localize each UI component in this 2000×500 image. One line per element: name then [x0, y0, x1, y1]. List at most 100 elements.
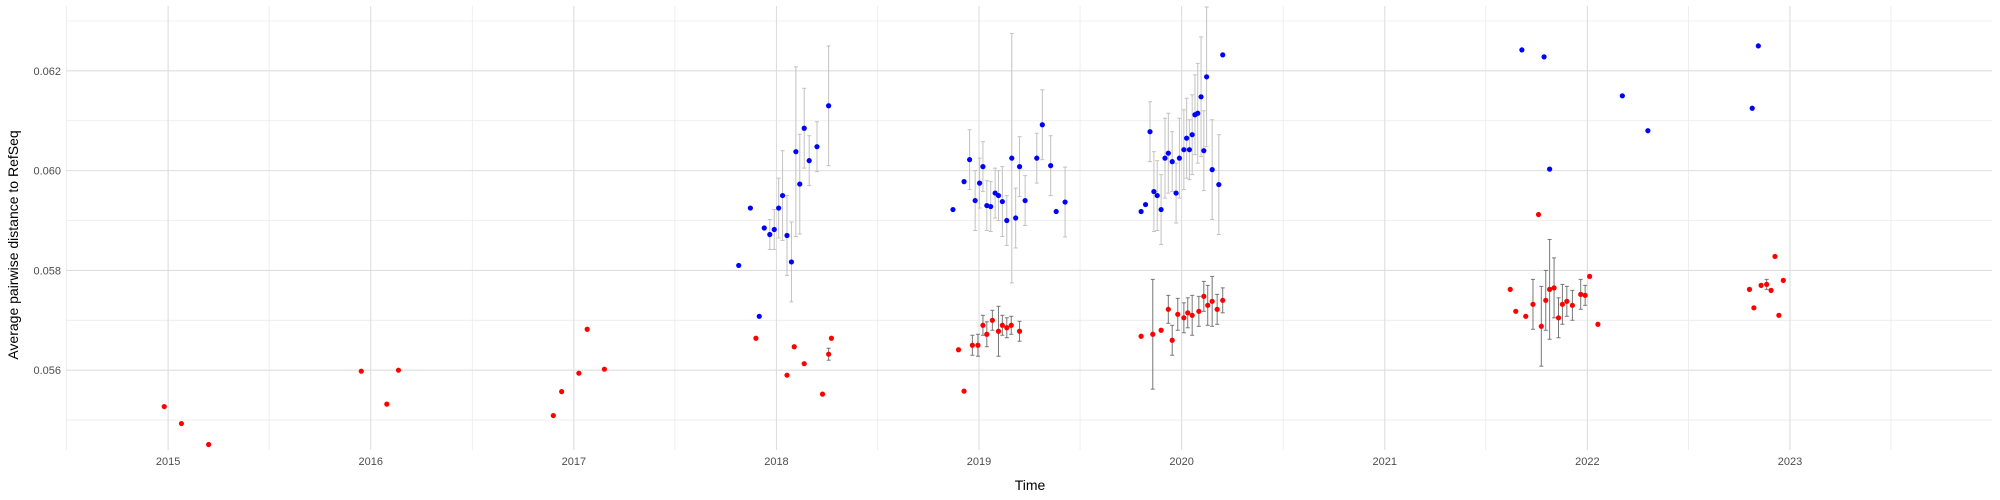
data-point [1039, 122, 1045, 128]
data-point [967, 157, 973, 163]
data-point [1746, 286, 1753, 292]
data-point [601, 366, 607, 372]
data-point [1004, 325, 1010, 331]
data-point [1547, 166, 1553, 172]
data-point [999, 198, 1005, 205]
x-tick-label: 2017 [562, 456, 586, 468]
data-point [995, 192, 1002, 199]
data-point [1016, 164, 1023, 170]
data-point [1595, 321, 1601, 327]
data-point [1158, 327, 1164, 333]
data-point [1195, 110, 1201, 116]
data-point [767, 231, 773, 238]
data-point [977, 180, 983, 186]
data-point [1214, 306, 1220, 312]
data-point [1530, 301, 1536, 307]
data-point [1016, 328, 1023, 334]
data-point [1535, 211, 1542, 218]
grid [66, 6, 1992, 450]
data-point [1181, 315, 1187, 321]
tick-labels: 2015 2016 2017 2018 2019 2020 2021 2022 2023 0.05… [33, 66, 1802, 468]
data-point [814, 144, 820, 150]
data-point [955, 347, 962, 353]
data-point [961, 179, 967, 185]
data-point [1780, 277, 1786, 283]
y-tick-label: 0.058 [33, 265, 61, 277]
data-point [1138, 333, 1144, 339]
data-point [1169, 159, 1175, 165]
data-point [358, 368, 364, 374]
data-point [1184, 135, 1190, 141]
data-point [1176, 155, 1183, 161]
data-point [1175, 311, 1181, 317]
data-point [788, 259, 795, 265]
data-point [1619, 93, 1625, 99]
data-point [584, 326, 590, 332]
data-point [1053, 208, 1059, 215]
data-point [1201, 148, 1207, 154]
data-point [975, 342, 981, 348]
data-point [999, 322, 1005, 328]
data-point [1004, 217, 1010, 224]
data-point [1751, 305, 1757, 311]
data-point [1645, 128, 1651, 134]
data-point [776, 205, 782, 211]
data-point [806, 158, 812, 164]
data-point [1165, 150, 1171, 156]
x-tick-label: 2022 [1575, 456, 1599, 468]
data-point [972, 197, 978, 204]
data-point [576, 370, 582, 376]
data-point [747, 205, 753, 211]
data-point [1772, 253, 1778, 260]
data-point [1768, 287, 1774, 293]
data-point [950, 206, 956, 213]
data-points [161, 43, 1786, 448]
data-point [1569, 302, 1575, 308]
y-tick-label: 0.060 [33, 166, 61, 178]
data-point [1013, 215, 1019, 221]
x-tick-label: 2016 [358, 456, 382, 468]
data-point [1173, 190, 1179, 196]
x-tick-label: 2021 [1373, 456, 1397, 468]
data-point [1564, 298, 1570, 304]
data-point [1169, 337, 1175, 343]
data-point [1198, 94, 1204, 100]
data-point [828, 335, 835, 341]
data-point [1543, 297, 1549, 303]
y-axis-title: Average pairwise distance to RefSeq [5, 130, 21, 359]
data-point [1578, 291, 1584, 297]
data-point [826, 351, 832, 357]
data-point [1022, 197, 1028, 204]
data-point [784, 372, 790, 378]
data-point [1034, 155, 1040, 161]
data-point [984, 202, 990, 209]
data-point [1220, 297, 1226, 303]
data-point [1523, 313, 1529, 319]
data-point [1541, 54, 1547, 60]
data-point [1008, 322, 1014, 328]
data-point [1151, 188, 1157, 195]
data-point [801, 361, 807, 367]
data-point [1205, 302, 1211, 308]
x-tick-label: 2018 [764, 456, 788, 468]
data-point [980, 322, 986, 328]
data-point [784, 232, 790, 239]
data-point [384, 401, 390, 407]
data-point [797, 181, 803, 187]
data-point [1749, 105, 1755, 111]
y-tick-label: 0.056 [33, 365, 61, 377]
data-point [1776, 312, 1782, 318]
data-point [1147, 129, 1153, 135]
y-tick-label: 0.062 [33, 66, 61, 78]
data-point [756, 313, 762, 319]
data-point [761, 225, 767, 231]
data-point [791, 344, 797, 350]
data-point [161, 403, 167, 410]
data-point [1519, 47, 1525, 53]
data-point [1165, 306, 1171, 312]
data-point [984, 331, 990, 337]
data-point [1138, 208, 1144, 215]
data-point [1551, 285, 1557, 291]
data-point [1559, 301, 1565, 307]
